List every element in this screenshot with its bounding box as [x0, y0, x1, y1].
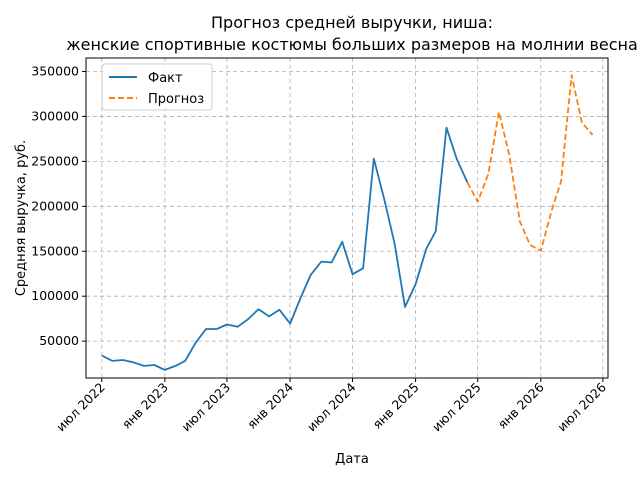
- x-ticks: июл 2022 янв 2023 июл 2023 янв 2024 июл 2024…: [53, 378, 609, 434]
- series-line-forecast: [466, 74, 594, 252]
- y-axis-label: Средняя выручка, руб.: [14, 140, 29, 296]
- x-tick-label: июл 2023: [178, 380, 233, 435]
- y-ticks: 50000 100000 150000 200000 250000 300000 35000…: [31, 63, 86, 348]
- x-tick-label: янв 2025: [369, 380, 421, 432]
- y-tick-label: 250000: [31, 153, 79, 168]
- series-line-fact: [101, 126, 469, 371]
- plot-frame: [85, 57, 609, 379]
- legend-label-forecast: Прогноз: [148, 92, 204, 107]
- x-tick-label: янв 2023: [119, 380, 171, 432]
- legend: Факт Прогноз: [101, 63, 213, 111]
- y-tick-label: 100000: [31, 288, 79, 303]
- series-layer: [101, 74, 594, 371]
- x-tick-label: янв 2024: [244, 379, 296, 431]
- x-tick-label: июл 2026: [554, 379, 609, 434]
- x-tick-label: июл 2022: [53, 380, 108, 435]
- y-tick-label: 350000: [31, 63, 79, 78]
- y-tick-label: 200000: [31, 198, 79, 213]
- y-tick-label: 150000: [31, 243, 79, 258]
- chart-title-line-2: женские спортивные костюмы больших разме…: [66, 35, 638, 54]
- x-tick-label: июл 2024: [304, 379, 359, 434]
- y-tick-label: 300000: [31, 108, 79, 123]
- legend-label-fact: Факт: [148, 71, 183, 86]
- chart-title-line-1: Прогноз средней выручки, ниша:: [211, 13, 493, 32]
- x-axis-label: Дата: [335, 452, 369, 467]
- x-tick-label: июл 2025: [429, 380, 484, 435]
- y-tick-label: 50000: [39, 333, 79, 348]
- x-tick-label: янв 2026: [495, 379, 547, 431]
